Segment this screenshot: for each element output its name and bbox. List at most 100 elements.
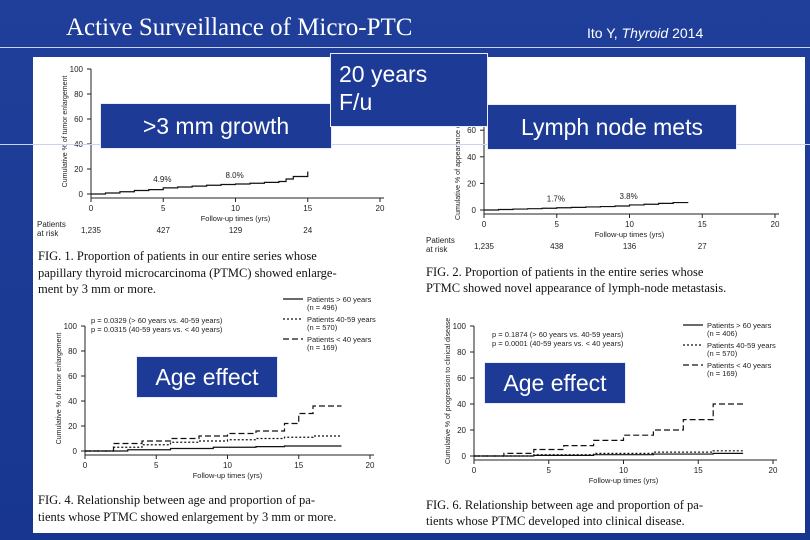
y-tick-label: 100 bbox=[70, 65, 84, 74]
legend-n-3: (n = 169) bbox=[707, 369, 738, 378]
y-tick-label: 100 bbox=[64, 322, 78, 331]
y-tick-label: 60 bbox=[68, 372, 77, 381]
at-risk-value: 438 bbox=[550, 242, 564, 251]
series-line-3 bbox=[474, 403, 744, 457]
x-tick-label: 20 bbox=[366, 461, 375, 470]
figure-panel-6 bbox=[418, 295, 805, 533]
x-tick-label: 5 bbox=[161, 204, 166, 213]
at-risk-value: 427 bbox=[157, 226, 171, 235]
at-risk-label: Patients bbox=[37, 220, 66, 229]
y-tick-label: 0 bbox=[79, 190, 84, 199]
series-line-1 bbox=[91, 171, 309, 195]
x-tick-label: 20 bbox=[771, 220, 780, 229]
y-tick-label: 60 bbox=[457, 374, 466, 383]
figure-caption-line: FIG. 1. Proportion of patients in our en… bbox=[38, 249, 317, 263]
legend-n-1: (n = 406) bbox=[707, 329, 738, 338]
y-tick-label: 80 bbox=[68, 347, 77, 356]
y-axis-label: Cumulative % of progression to clinical … bbox=[445, 318, 452, 464]
x-tick-label: 20 bbox=[769, 466, 778, 475]
at-risk-value: 136 bbox=[623, 242, 637, 251]
at-risk-value: 27 bbox=[698, 242, 707, 251]
series-line-3 bbox=[85, 405, 342, 452]
y-tick-label: 80 bbox=[74, 90, 83, 99]
y-tick-label: 40 bbox=[74, 140, 83, 149]
x-tick-label: 0 bbox=[83, 461, 88, 470]
series-line-1 bbox=[85, 445, 342, 452]
x-tick-label: 15 bbox=[294, 461, 303, 470]
at-risk-value: 129 bbox=[229, 226, 243, 235]
callout-age-1: Age effect bbox=[136, 356, 278, 398]
x-tick-label: 20 bbox=[376, 204, 385, 213]
legend-n-2: (n = 570) bbox=[707, 349, 738, 358]
legend-label-2: Patients 40-59 years bbox=[707, 341, 776, 350]
y-tick-label: 0 bbox=[73, 447, 78, 456]
y-tick-label: 100 bbox=[453, 322, 467, 331]
x-tick-label: 15 bbox=[303, 204, 312, 213]
slide-title: Active Surveillance of Micro-PTC bbox=[66, 14, 413, 41]
figure-caption-line: FIG. 6. Relationship between age and pro… bbox=[426, 498, 703, 512]
chart-fig4: 0 20 40 60 80 100 0 5 10 15 20 Follow-up times (yrs… bbox=[38, 295, 376, 524]
at-risk-value: 24 bbox=[303, 226, 312, 235]
chart-fig1: 0 20 40 60 80 100 0 5 10 15 20 Follow-up times (yrs… bbox=[37, 65, 385, 296]
chart-fig2: 0 20 40 60 0 5 10 15 20 Follow-up times (yrs) Cumu… bbox=[426, 67, 780, 295]
y-axis-label: Cumulative % of tumor enlargement bbox=[56, 333, 63, 445]
figure-caption-line: FIG. 4. Relationship between age and pro… bbox=[38, 493, 315, 507]
x-tick-label: 10 bbox=[625, 220, 634, 229]
legend-label-3: Patients < 40 years bbox=[307, 335, 372, 344]
callout-lymph: Lymph node mets bbox=[487, 104, 737, 150]
legend-label-3: Patients < 40 years bbox=[707, 361, 772, 370]
legend-label-1: Patients > 60 years bbox=[707, 321, 772, 330]
data-label: 1.7% bbox=[547, 195, 565, 204]
at-risk-label: Patients bbox=[426, 236, 455, 245]
y-tick-label: 80 bbox=[457, 348, 466, 357]
x-tick-label: 0 bbox=[482, 220, 487, 229]
chart-fig6: 0 20 40 60 80 100 0 5 10 15 20 Follow-up times (yrs… bbox=[426, 318, 778, 528]
x-tick-label: 5 bbox=[555, 220, 560, 229]
figure-caption-line: papillary thyroid microcarcinoma (PTMC) … bbox=[38, 266, 337, 280]
y-tick-label: 0 bbox=[462, 452, 467, 461]
x-tick-label: 10 bbox=[223, 461, 232, 470]
data-label: 4.9% bbox=[153, 175, 171, 184]
legend-n-1: (n = 496) bbox=[307, 303, 338, 312]
legend-n-3: (n = 169) bbox=[307, 343, 338, 352]
legend-label-1: Patients > 60 years bbox=[307, 295, 372, 304]
at-risk-value: 1,235 bbox=[81, 226, 102, 235]
x-tick-label: 10 bbox=[619, 466, 628, 475]
p-value-2: p = 0.0315 (40-59 years vs. < 40 years) bbox=[91, 325, 223, 334]
y-axis-label: Cumulative % of appearance of lymph node… bbox=[455, 67, 462, 220]
data-label: 8.0% bbox=[226, 171, 244, 180]
p-value-2: p = 0.0001 (40-59 years vs. < 40 years) bbox=[492, 339, 624, 348]
figure-caption-line: FIG. 2. Proportion of patients in the en… bbox=[426, 265, 704, 279]
y-tick-label: 0 bbox=[472, 206, 477, 215]
x-tick-label: 10 bbox=[231, 204, 240, 213]
y-tick-label: 20 bbox=[68, 422, 77, 431]
y-tick-label: 60 bbox=[467, 126, 476, 135]
at-risk-label: at risk bbox=[426, 245, 448, 254]
y-tick-label: 40 bbox=[467, 153, 476, 162]
x-tick-label: 15 bbox=[694, 466, 703, 475]
y-tick-label: 40 bbox=[68, 397, 77, 406]
series-line-2 bbox=[474, 450, 744, 457]
y-tick-label: 20 bbox=[467, 179, 476, 188]
figure-caption-line: tients whose PTMC developed into clinica… bbox=[426, 514, 685, 528]
legend-n-2: (n = 570) bbox=[307, 323, 338, 332]
callout-growth: >3 mm growth bbox=[100, 103, 332, 149]
citation-year: 2014 bbox=[668, 25, 704, 41]
callout-followup-line2: F/u bbox=[339, 89, 373, 115]
callout-followup-line1: 20 years bbox=[339, 61, 428, 87]
p-value-1: p = 0.1874 (> 60 years vs. 40-59 years) bbox=[492, 330, 624, 339]
data-label: 3.8% bbox=[620, 192, 638, 201]
figure-caption-line: tients whose PTMC showed enlargement by … bbox=[38, 510, 336, 524]
x-axis-label: Follow-up times (yrs) bbox=[201, 214, 271, 223]
x-tick-label: 0 bbox=[472, 466, 477, 475]
x-tick-label: 5 bbox=[154, 461, 159, 470]
legend-label-2: Patients 40-59 years bbox=[307, 315, 376, 324]
x-axis-label: Follow-up times (yrs) bbox=[595, 230, 665, 239]
y-tick-label: 20 bbox=[74, 165, 83, 174]
y-tick-label: 20 bbox=[457, 426, 466, 435]
figure-caption-line: ment by 3 mm or more. bbox=[38, 282, 156, 296]
at-risk-value: 1,235 bbox=[474, 242, 495, 251]
callout-followup: 20 years F/u bbox=[330, 53, 488, 127]
y-tick-label: 40 bbox=[457, 400, 466, 409]
citation-author: Ito Y, bbox=[587, 25, 622, 41]
